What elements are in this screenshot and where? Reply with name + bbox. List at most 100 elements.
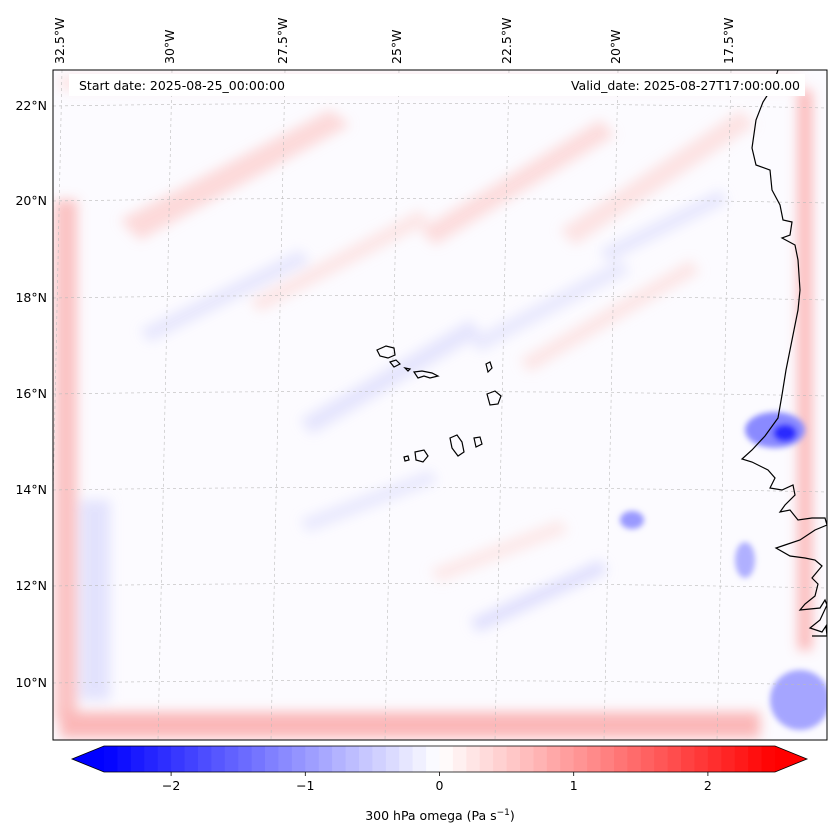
colorbar-label-exponent: −1 <box>497 808 510 818</box>
colorbar-bin <box>104 746 118 772</box>
omega-negative-cell <box>735 542 755 578</box>
omega-negative-streak <box>300 320 482 434</box>
colorbar-bin <box>399 746 414 772</box>
longitude-label: 20°W <box>608 29 623 64</box>
map-frame <box>52 69 828 741</box>
colorbar-bin <box>372 746 387 772</box>
island-sao-vicente <box>388 359 402 368</box>
colorbar-bin <box>345 746 360 772</box>
meridian-gridline <box>270 70 286 740</box>
colorbar-bin <box>573 746 588 772</box>
colorbar-bin <box>667 746 682 772</box>
colorbar-label: 300 hPa omega (Pa s−1) <box>365 808 515 823</box>
meridian-gridline <box>384 70 400 740</box>
omega-negative-streak <box>140 250 310 342</box>
omega-strong-cells <box>620 412 827 730</box>
island-santo-antao <box>376 345 396 359</box>
colorbar-bin <box>318 746 333 772</box>
colorbar-extend-low <box>72 746 104 772</box>
latitude-label: 20°N <box>15 193 47 208</box>
cape-verde-islands <box>376 345 502 463</box>
colorbar-bin <box>265 746 279 772</box>
island-santa-luzia <box>403 367 412 372</box>
omega-negative-cell <box>770 670 827 730</box>
colorbar-bin <box>358 746 373 772</box>
omega-shading <box>55 76 812 738</box>
latitude-label: 14°N <box>15 482 47 497</box>
longitude-label: 17.5°W <box>721 18 736 64</box>
island-santiago <box>449 434 465 457</box>
african-coastline <box>740 70 827 637</box>
start-date-label: Start date: 2025-08-25_00:00:00 <box>79 78 285 93</box>
colorbar-bin <box>251 746 266 772</box>
island-brava <box>403 455 410 462</box>
colorbar-label-close: ) <box>510 808 515 823</box>
colorbar-bin <box>613 746 628 772</box>
island-sal <box>485 361 493 374</box>
parallel-gridline <box>53 391 827 397</box>
colorbar-bin <box>533 746 548 772</box>
colorbar-bin <box>157 746 172 772</box>
omega-positive-streak <box>560 110 755 245</box>
colorbar-bin <box>439 746 454 772</box>
omega-positive-streak <box>520 260 700 372</box>
colorbar-tick-label: 0 <box>436 778 444 793</box>
colorbar-bin <box>117 746 132 772</box>
parallel-gridline <box>53 295 827 301</box>
latitude-label: 12°N <box>15 578 47 593</box>
omega-strong-negative-cell <box>773 424 797 442</box>
colorbar-tick-label: −1 <box>296 778 314 793</box>
coastlines <box>740 70 827 637</box>
omega-boundary-left <box>55 200 77 720</box>
colorbar-bin <box>184 746 199 772</box>
colorbar-bin <box>305 746 320 772</box>
omega-negative-streak <box>470 560 608 632</box>
colorbar-bin <box>426 746 440 772</box>
colorbar-bin <box>707 746 722 772</box>
colorbar-bin <box>721 746 736 772</box>
colorbar-bin <box>654 746 669 772</box>
latitude-label: 18°N <box>15 290 47 305</box>
longitude-label: 27.5°W <box>275 18 290 64</box>
longitude-labels: 32.5°W 30°W 27.5°W 25°W 22.5°W 20°W 17.5°W <box>52 18 736 64</box>
colorbar-bin <box>144 746 159 772</box>
parallel-gridline <box>53 487 827 493</box>
latitude-label: 10°N <box>15 675 47 690</box>
omega-field-background <box>53 70 827 740</box>
latitude-labels: 22°N 20°N 18°N 16°N 14°N 12°N 10°N <box>15 98 47 690</box>
island-fogo <box>414 449 429 463</box>
colorbar-bin <box>278 746 293 772</box>
valid-date-label: Valid_date: 2025-08-27T17:00:00.00 <box>571 78 800 93</box>
date-header-box <box>69 74 805 96</box>
colorbar-bin <box>332 746 347 772</box>
parallel-gridline <box>53 103 827 109</box>
meridian-gridline <box>494 70 510 740</box>
colorbar-bin <box>412 746 427 772</box>
colorbar-bin <box>560 746 575 772</box>
longitude-label: 32.5°W <box>52 18 67 64</box>
colorbar-bin <box>130 746 145 772</box>
island-boa-vista <box>486 390 502 406</box>
colorbar-bin <box>211 746 226 772</box>
colorbar-bin <box>694 746 709 772</box>
colorbar-bin <box>479 746 494 772</box>
meridian-gridline <box>716 70 732 740</box>
colorbar-bin <box>734 746 749 772</box>
colorbar-bin <box>761 746 776 772</box>
colorbar-bin <box>493 746 508 772</box>
island-sao-nicolau <box>412 370 440 379</box>
omega-positive-streak <box>420 120 615 245</box>
omega-negative-streak <box>80 500 110 700</box>
colorbar-outline <box>70 745 809 773</box>
omega-positive-streak <box>250 210 430 312</box>
colorbar-bin <box>520 746 534 772</box>
colorbar-bin <box>171 746 186 772</box>
colorbar-bin <box>748 746 763 772</box>
omega-boundary-right <box>798 90 812 650</box>
map-panel: Start date: 2025-08-25_00:00:00 Valid_da… <box>53 70 827 740</box>
colorbar-bin <box>238 746 253 772</box>
latitude-label: 16°N <box>15 386 47 401</box>
meridian-gridline <box>603 70 619 740</box>
latitude-label: 22°N <box>15 98 47 113</box>
